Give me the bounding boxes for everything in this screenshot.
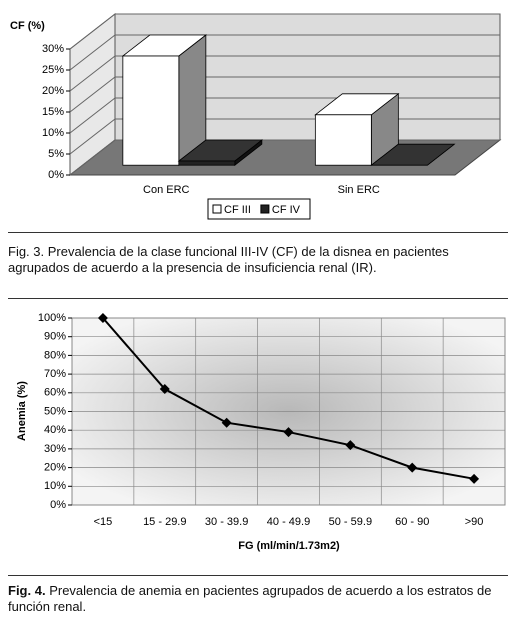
- grid-line: [69, 118, 116, 155]
- rule: [8, 298, 508, 299]
- y-tick-label: 60%: [44, 387, 66, 399]
- y-tick-label: 80%: [44, 349, 66, 361]
- legend-label: CF III: [224, 204, 251, 216]
- marker: [283, 427, 294, 438]
- x-tick-label: 40 - 49.9: [267, 516, 310, 528]
- legend-swatch: [260, 204, 270, 214]
- y-tick-label: 10%: [44, 480, 66, 492]
- y-tick-label: 90%: [44, 331, 66, 343]
- grid-line: [69, 76, 116, 113]
- grid-line: [69, 13, 116, 50]
- bar: [122, 55, 180, 166]
- bar-top: [370, 143, 456, 166]
- bar: [178, 160, 236, 166]
- legend-box: [207, 198, 311, 220]
- caption-label: Fig. 4.: [8, 583, 46, 598]
- x-tick-label: 60 - 90: [395, 516, 429, 528]
- rule: [8, 232, 508, 233]
- legend-swatch: [212, 204, 222, 214]
- caption: Fig. 4. Prevalencia de anemia en pacient…: [8, 583, 508, 615]
- x-axis-label: FG (ml/min/1.73m2): [238, 540, 340, 552]
- y-tick-label: 0%: [48, 169, 64, 181]
- marker: [469, 473, 480, 484]
- x-tick-label: 50 - 59.9: [329, 516, 372, 528]
- caption: Fig. 3. Prevalencia de la clase funciona…: [8, 244, 449, 275]
- x-tick-label: <15: [94, 516, 113, 528]
- y-tick-label: 70%: [44, 368, 66, 380]
- rule: [8, 575, 508, 576]
- x-tick-label: Sin ERC: [338, 184, 380, 196]
- y-tick-label: 5%: [48, 148, 64, 160]
- y-tick-label: 100%: [38, 312, 66, 324]
- y-axis-label: CF (%): [10, 20, 45, 32]
- chart-fig3: CF (%) 0% 5% 10% 15% 20% 25% 30% Con ERC Sin ERC…: [10, 12, 502, 220]
- marker: [159, 384, 170, 395]
- grid-line: [69, 34, 116, 71]
- marker: [407, 462, 418, 473]
- marker: [345, 440, 356, 451]
- grid-line: [69, 55, 116, 92]
- caption-text: Prevalencia de anemia en pacientes agrup…: [8, 583, 492, 614]
- y-tick-label: 20%: [42, 85, 64, 97]
- y-tick-label: 25%: [42, 64, 64, 76]
- y-tick-label: 15%: [42, 106, 64, 118]
- legend-label: CF IV: [272, 204, 301, 216]
- grid-line: [69, 139, 116, 176]
- x-tick-label: Con ERC: [143, 184, 190, 196]
- y-tick-label: 40%: [44, 424, 66, 436]
- y-tick-label: 50%: [44, 405, 66, 417]
- y-tick-label: 0%: [50, 499, 66, 511]
- x-tick-label: 15 - 29.9: [143, 516, 186, 528]
- chart-fig4: Anemia (%) FG (ml/min/1.73m2) 0% 10% 20% 30…: [16, 312, 506, 552]
- x-tick-label: >90: [465, 516, 484, 528]
- marker: [221, 417, 232, 428]
- x-tick-label: 30 - 39.9: [205, 516, 248, 528]
- y-tick-label: 10%: [42, 127, 64, 139]
- y-tick-label: 20%: [44, 462, 66, 474]
- grid-line: [69, 97, 116, 134]
- y-tick-label: 30%: [44, 443, 66, 455]
- marker: [97, 313, 108, 323]
- bar: [314, 114, 372, 166]
- y-axis-label: Anemia (%): [16, 381, 28, 441]
- y-tick-label: 30%: [42, 43, 64, 55]
